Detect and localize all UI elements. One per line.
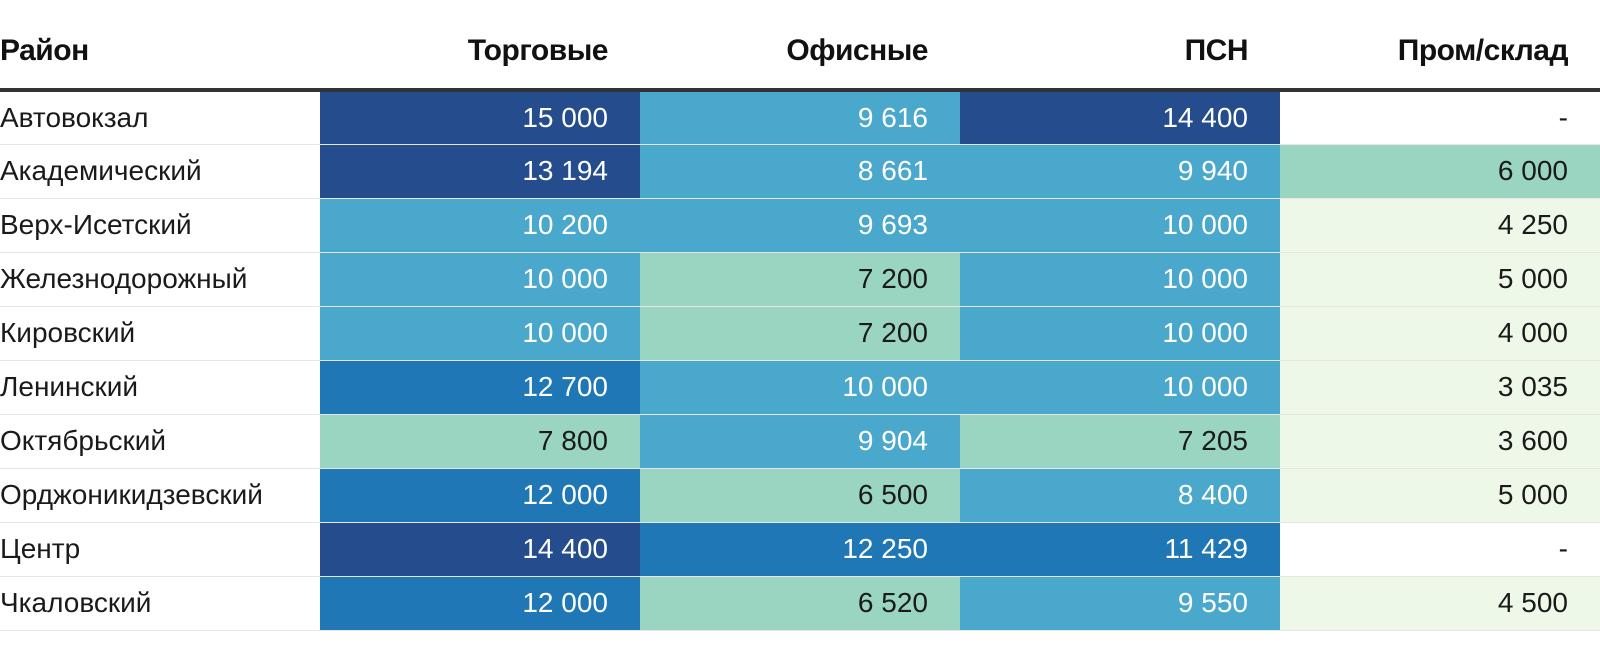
office-value-cell: 9 693	[640, 198, 960, 253]
office-value-cell: 7 200	[640, 306, 960, 361]
retail-value-cell: 12 000	[320, 468, 640, 523]
district-name: Центр	[0, 522, 320, 577]
column-header-psn: ПСН	[960, 14, 1280, 92]
district-name: Ленинский	[0, 360, 320, 415]
retail-value-cell: 13 194	[320, 144, 640, 199]
retail-value-cell: 12 700	[320, 360, 640, 415]
table-row: Октябрьский 7 800 9 904 7 205 3 600	[0, 414, 1600, 469]
industrial-value-cell: -	[1280, 522, 1600, 577]
psn-value-cell: 10 000	[960, 306, 1280, 361]
district-name: Орджоникидзевский	[0, 468, 320, 523]
psn-value-cell: 11 429	[960, 522, 1280, 577]
industrial-value-cell: -	[1280, 90, 1600, 145]
retail-value-cell: 12 000	[320, 576, 640, 631]
industrial-value-cell: 3 035	[1280, 360, 1600, 415]
table-row: Ленинский 12 700 10 000 10 000 3 035	[0, 360, 1600, 415]
psn-value-cell: 14 400	[960, 90, 1280, 145]
table-row: Центр 14 400 12 250 11 429-	[0, 522, 1600, 577]
column-header-industrial: Пром/склад	[1280, 14, 1600, 92]
office-value-cell: 9 904	[640, 414, 960, 469]
table-row: Академический 13 194 8 661 9 940 6 000	[0, 144, 1600, 199]
industrial-value-cell: 5 000	[1280, 468, 1600, 523]
retail-value-cell: 10 200	[320, 198, 640, 253]
industrial-value-cell: 4 000	[1280, 306, 1600, 361]
heatmap-table: Район Торговые Офисные ПСН Пром/склад Ав…	[0, 14, 1600, 631]
office-value-cell: 12 250	[640, 522, 960, 577]
district-name: Академический	[0, 144, 320, 199]
district-name: Верх-Исетский	[0, 198, 320, 253]
district-name: Железнодорожный	[0, 252, 320, 307]
retail-value-cell: 7 800	[320, 414, 640, 469]
retail-value-cell: 14 400	[320, 522, 640, 577]
industrial-value-cell: 4 500	[1280, 576, 1600, 631]
district-name: Автовокзал	[0, 90, 320, 145]
table-row: Железнодорожный 10 000 7 200 10 000 5 000	[0, 252, 1600, 307]
psn-value-cell: 10 000	[960, 360, 1280, 415]
district-name: Октябрьский	[0, 414, 320, 469]
psn-value-cell: 9 550	[960, 576, 1280, 631]
industrial-value-cell: 6 000	[1280, 144, 1600, 199]
table-row: Верх-Исетский 10 200 9 693 10 000 4 250	[0, 198, 1600, 253]
office-value-cell: 6 500	[640, 468, 960, 523]
psn-value-cell: 8 400	[960, 468, 1280, 523]
office-value-cell: 10 000	[640, 360, 960, 415]
office-value-cell: 8 661	[640, 144, 960, 199]
psn-value-cell: 10 000	[960, 252, 1280, 307]
industrial-value-cell: 4 250	[1280, 198, 1600, 253]
district-name: Кировский	[0, 306, 320, 361]
column-header-retail: Торговые	[320, 14, 640, 92]
table-body: Автовокзал 15 000 9 616 14 400- Академически…	[0, 90, 1600, 631]
psn-value-cell: 9 940	[960, 144, 1280, 199]
table-row: Орджоникидзевский 12 000 6 500 8 400 5 000	[0, 468, 1600, 523]
office-value-cell: 9 616	[640, 90, 960, 145]
retail-value-cell: 10 000	[320, 252, 640, 307]
industrial-value-cell: 3 600	[1280, 414, 1600, 469]
retail-value-cell: 10 000	[320, 306, 640, 361]
industrial-value-cell: 5 000	[1280, 252, 1600, 307]
column-header-district: Район	[0, 14, 320, 92]
district-name: Чкаловский	[0, 576, 320, 631]
psn-value-cell: 10 000	[960, 198, 1280, 253]
table-row: Чкаловский 12 000 6 520 9 550 4 500	[0, 576, 1600, 631]
column-header-office: Офисные	[640, 14, 960, 92]
office-value-cell: 6 520	[640, 576, 960, 631]
header-row: Район Торговые Офисные ПСН Пром/склад	[0, 14, 1600, 92]
retail-value-cell: 15 000	[320, 90, 640, 145]
table-row: Автовокзал 15 000 9 616 14 400-	[0, 90, 1600, 145]
table-row: Кировский 10 000 7 200 10 000 4 000	[0, 306, 1600, 361]
psn-value-cell: 7 205	[960, 414, 1280, 469]
office-value-cell: 7 200	[640, 252, 960, 307]
